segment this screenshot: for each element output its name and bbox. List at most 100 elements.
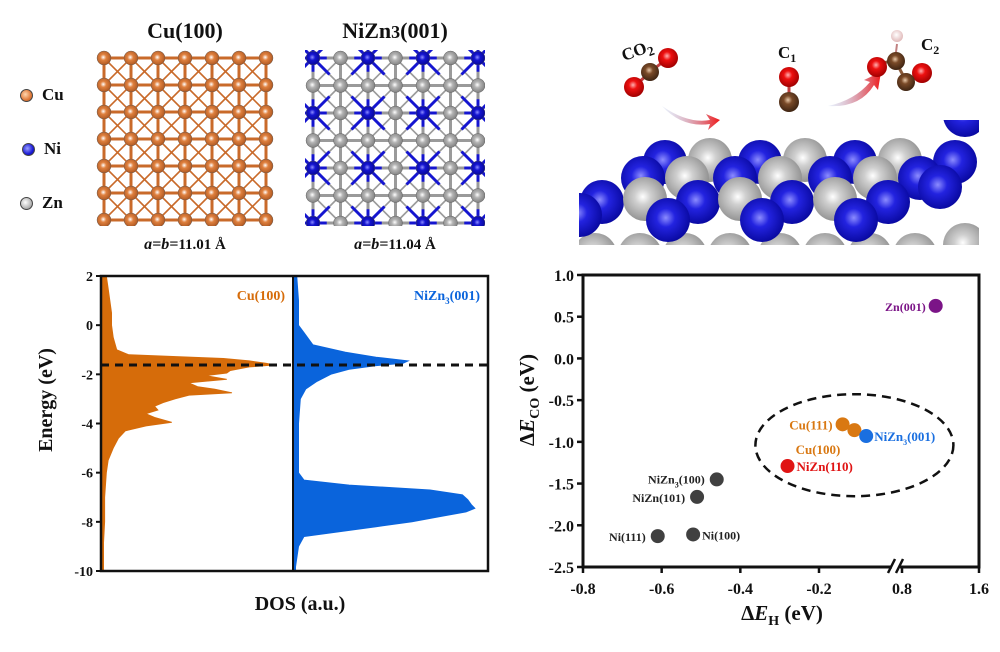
y-tick-label: 0 (86, 319, 93, 334)
ni-atom-icon (22, 142, 35, 156)
zn-atom (895, 233, 935, 245)
cu-atom (150, 104, 166, 120)
zn-atom (443, 50, 458, 66)
cu-atom (150, 185, 166, 201)
zn-atom (470, 78, 485, 93)
zn-atom (443, 160, 458, 176)
legend-item-cu: Cu (20, 68, 90, 122)
co2-molecule (624, 48, 678, 97)
cu-atom (231, 104, 247, 120)
zn-atom (470, 188, 485, 203)
zn-atom (443, 105, 458, 121)
nizn3-001-title: NiZn3(001) (342, 18, 448, 43)
data-point (835, 417, 850, 432)
zn-atom (333, 105, 348, 121)
y-tick-label: -2 (81, 368, 93, 383)
ni-atom (740, 198, 784, 242)
zn-atom (333, 215, 348, 226)
zn-atom (388, 133, 403, 148)
ni-atom (834, 198, 878, 242)
data-point (690, 489, 705, 504)
ni-atom (943, 120, 979, 137)
cu-atom (258, 104, 274, 120)
cu-atom (258, 77, 274, 93)
zn-atom (415, 133, 431, 148)
data-point-label: NiZn(101) (632, 491, 685, 505)
cu-atom (150, 212, 166, 226)
zn-atom (388, 50, 403, 66)
zn-atom (305, 78, 321, 93)
c2-intermediate-molecule (867, 30, 932, 91)
x-tick-label: -0.6 (649, 581, 674, 598)
cu-atom (177, 185, 193, 201)
zn-atom (388, 78, 403, 93)
cu-atom (177, 158, 193, 174)
zn-atom (388, 160, 403, 176)
ni-atom (918, 165, 962, 209)
ni-atom (470, 160, 485, 176)
co2-label: CO2 (619, 36, 657, 68)
cu-atom (150, 50, 166, 66)
y-tick-label: 1.0 (554, 268, 574, 285)
reaction-arrow-icon (828, 72, 881, 107)
cu-atom-icon (20, 88, 33, 102)
y-tick-label: -2.5 (549, 560, 574, 577)
cu-atom (96, 104, 112, 120)
data-point (847, 423, 862, 438)
cu-atom (231, 131, 247, 147)
cu-atom (123, 212, 139, 226)
cu-atom (150, 158, 166, 174)
ni-atom (360, 105, 376, 121)
cu100-title: Cu(100) (147, 18, 223, 43)
co2-reduction-surface-illustration: CO2 C1 C2 (579, 30, 979, 245)
ni-atom (360, 50, 376, 66)
cu-atom (96, 50, 112, 66)
y-tick-label: -0.5 (549, 393, 574, 410)
cu-atom (177, 104, 193, 120)
legend-label: Ni (44, 139, 61, 158)
cu-atom (123, 77, 139, 93)
cu-atom (96, 77, 112, 93)
data-point (859, 429, 874, 444)
ni-atom (305, 160, 321, 176)
zn-atom (415, 188, 431, 203)
cu-atom (204, 77, 220, 93)
ni-atom (415, 160, 431, 176)
cu-atom (204, 158, 220, 174)
ni-atom (646, 198, 690, 242)
c1-label: C1 (778, 43, 796, 65)
cu-atom (177, 131, 193, 147)
zn-atom (333, 160, 348, 176)
cu-atom (150, 77, 166, 93)
y-tick-label: -1.0 (549, 435, 574, 452)
zn-atom (415, 78, 431, 93)
zn-atom (305, 188, 321, 203)
data-point-label: Ni(100) (702, 528, 740, 542)
cu-atom (150, 131, 166, 147)
y-tick-label: 2 (86, 270, 93, 285)
scatter-y-axis-label: ΔECO (eV) (515, 354, 543, 446)
x-tick-label: -0.4 (728, 581, 753, 598)
zn-atom (943, 223, 979, 245)
ni-atom (305, 50, 321, 66)
data-point-label: Zn(001) (885, 300, 926, 314)
zn-atom (470, 133, 485, 148)
dos-series-label-cu100: Cu(100) (237, 289, 286, 304)
x-tick-label: -0.2 (806, 581, 831, 598)
ni-atom (305, 215, 321, 226)
zn-atom (443, 215, 458, 226)
cu-atom (258, 212, 274, 226)
zn-atom (388, 188, 403, 203)
data-point (686, 527, 701, 542)
data-point-label: Ni(111) (609, 530, 646, 544)
zn-atom-icon (20, 196, 33, 210)
x-tick-label: 1.6 (969, 581, 989, 598)
data-point (650, 529, 665, 544)
zn-atom (443, 133, 458, 148)
ni-atom (470, 50, 485, 66)
cu100-lattice (96, 50, 274, 226)
zn-atom (388, 105, 403, 121)
zn-atom (333, 78, 348, 93)
data-point-label: Cu(100) (796, 442, 841, 457)
zn-atom (333, 50, 348, 66)
